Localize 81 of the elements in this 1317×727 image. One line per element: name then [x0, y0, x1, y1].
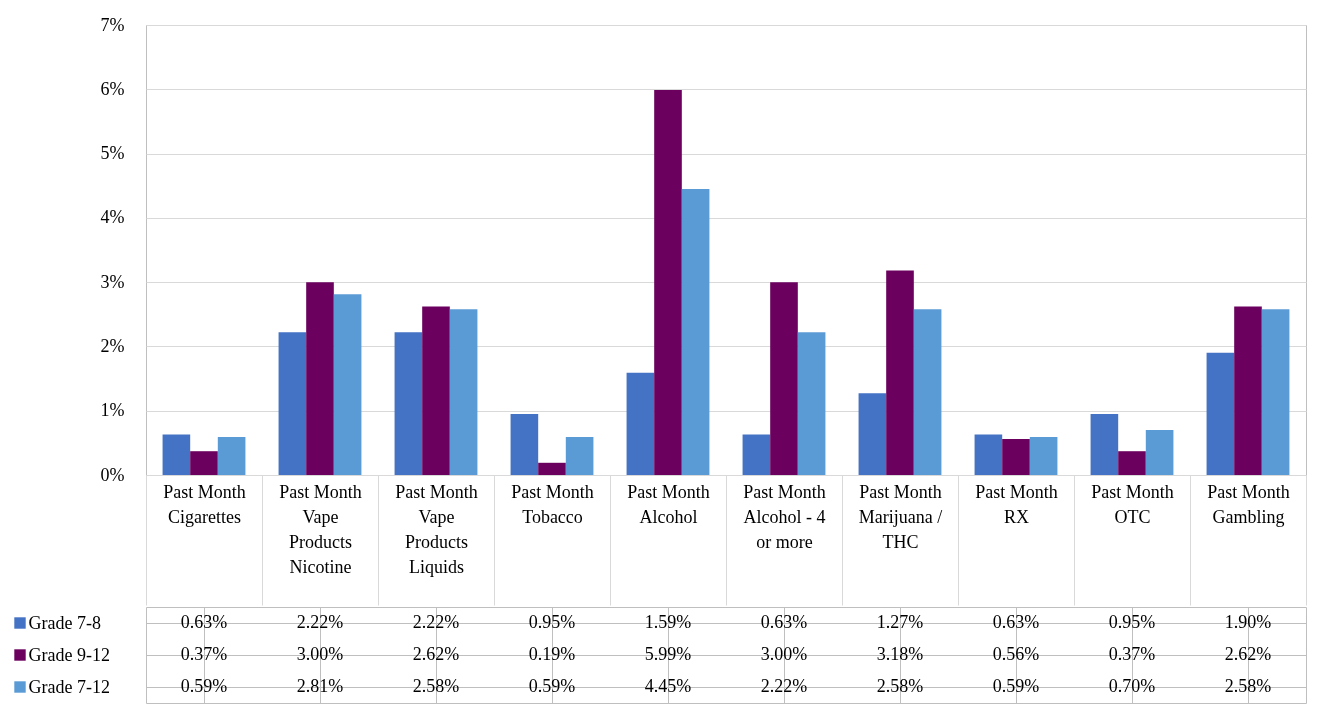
data-label: 0.19% [528, 644, 576, 664]
bar [449, 309, 478, 475]
data-label: 0.63% [180, 612, 228, 632]
data-label: 2.62% [412, 644, 460, 664]
data-label: 2.81% [296, 676, 344, 696]
bar [1029, 437, 1058, 475]
data-label: 0.95% [1108, 612, 1156, 632]
y-tick-label: 1% [100, 400, 125, 421]
data-label: 0.56% [992, 644, 1040, 664]
data-label: 2.58% [412, 676, 460, 696]
y-tick-label: 3% [100, 271, 125, 292]
data-label: 2.22% [760, 676, 808, 696]
data-label: 1.27% [876, 612, 924, 632]
data-label: 2.22% [296, 612, 344, 632]
data-label: 0.59% [992, 676, 1040, 696]
bar [394, 332, 423, 475]
data-label: 0.95% [528, 612, 576, 632]
x-tick-label: Past Month Alcohol [627, 481, 710, 527]
bar [538, 462, 566, 475]
x-tick-label: Past Month Tobacco [511, 481, 594, 527]
legend-label: Grade 9-12 [28, 644, 110, 665]
bar [162, 434, 191, 475]
bar [681, 188, 710, 475]
bar [217, 437, 246, 475]
y-tick-label: 6% [100, 78, 125, 99]
data-label: 3.00% [296, 644, 344, 664]
legend-label: Grade 7-8 [28, 612, 101, 633]
bar [1002, 439, 1030, 475]
y-tick-label: 5% [100, 143, 125, 164]
x-tick-label: Past Month Gambling [1207, 481, 1290, 527]
bar [1206, 352, 1235, 475]
x-tick-label: Past Month Vape Products Liquids [395, 481, 478, 577]
bar [510, 413, 539, 475]
x-tick-label: Past Month Marijuana / THC [858, 481, 943, 552]
data-label: 0.59% [528, 676, 576, 696]
bar [1234, 306, 1262, 475]
bar [1261, 309, 1290, 475]
data-label: 2.62% [1224, 644, 1272, 664]
data-label: 3.00% [760, 644, 808, 664]
data-label: 0.70% [1108, 676, 1156, 696]
data-label: 0.63% [992, 612, 1040, 632]
x-tick-label: Past Month Vape Products Nicotine [279, 481, 362, 577]
data-label: 2.58% [1224, 676, 1272, 696]
x-tick-label: Past Month RX [975, 481, 1058, 527]
x-tick-label: Past Month OTC [1091, 481, 1174, 527]
x-tick-label: Past Month Alcohol - 4 or more [743, 481, 826, 552]
y-tick-label: 0% [100, 464, 125, 485]
bar [886, 270, 914, 475]
data-label: 0.37% [180, 644, 228, 664]
bar [913, 309, 942, 475]
data-label: 4.45% [644, 676, 692, 696]
bar [626, 372, 655, 475]
data-label: 0.63% [760, 612, 808, 632]
bar [654, 89, 682, 475]
bar [974, 434, 1003, 475]
bar [742, 434, 771, 475]
data-label: 1.90% [1224, 612, 1272, 632]
data-label: 3.18% [876, 644, 924, 664]
bar [858, 393, 887, 475]
y-tick-label: 4% [100, 207, 125, 228]
y-tick-label: 7% [100, 14, 125, 35]
bar [422, 306, 450, 475]
bar [1090, 413, 1119, 475]
bar [1145, 430, 1174, 475]
data-label: 2.22% [412, 612, 460, 632]
data-label: 1.59% [644, 612, 692, 632]
data-label: 5.99% [644, 644, 692, 664]
bar [190, 451, 218, 475]
y-tick-label: 2% [100, 335, 125, 356]
bar [770, 282, 798, 475]
x-tick-label: Past Month Cigarettes [163, 481, 246, 527]
bar [306, 282, 334, 475]
legend-label: Grade 7-12 [28, 676, 110, 697]
bar [797, 332, 826, 475]
data-label: 0.59% [180, 676, 228, 696]
data-label: 0.37% [1108, 644, 1156, 664]
bar [278, 332, 307, 475]
bar [333, 294, 362, 475]
bar [565, 437, 594, 475]
bar [1118, 451, 1146, 475]
data-label: 2.58% [876, 676, 924, 696]
